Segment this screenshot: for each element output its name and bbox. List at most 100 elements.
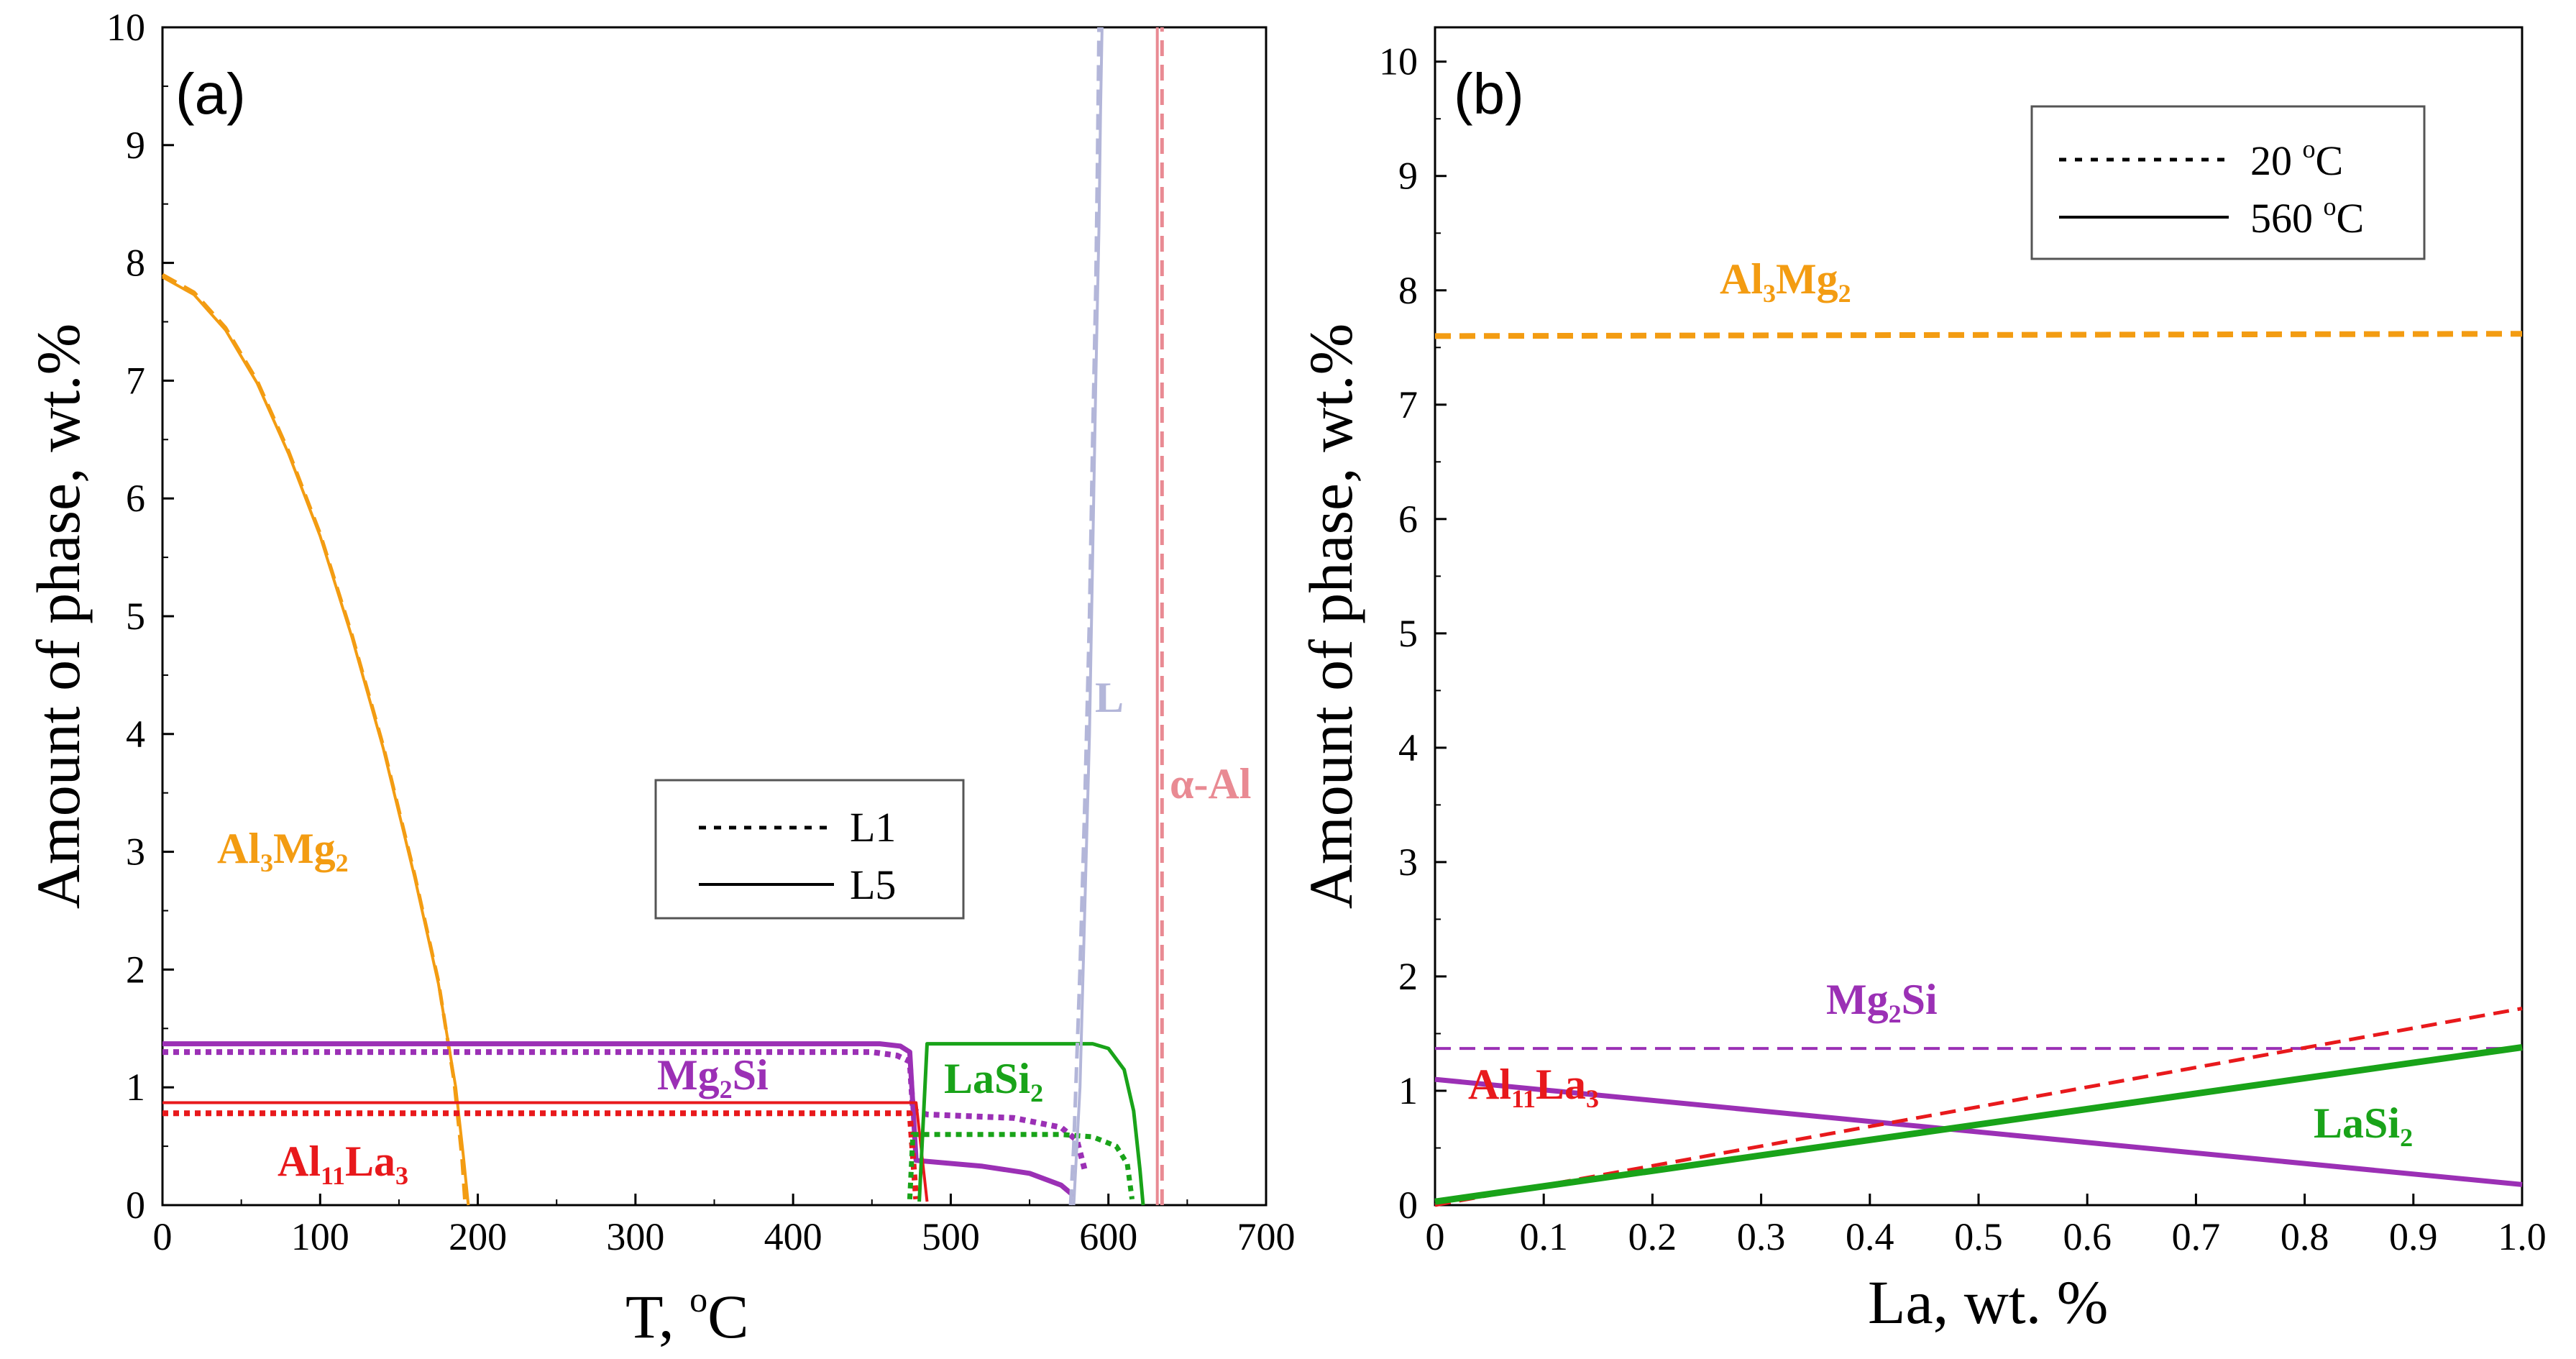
x-tick-label-b: 0.6: [2063, 1215, 2112, 1258]
phase-label-lasi2-b-part1: LaSi: [2314, 1099, 2400, 1147]
y-tick-label-a: 6: [126, 477, 145, 520]
phase-label-al3mg2-a: Al3Mg2: [217, 825, 349, 877]
x-tick-label-a: 700: [1237, 1215, 1296, 1258]
x-tick-label-b: 0.8: [2281, 1215, 2329, 1258]
series-line-lasi2-560c: [1434, 1044, 2523, 1205]
x-tick-label-b: 1.0: [2498, 1215, 2547, 1258]
x-tick-label-a: 300: [606, 1215, 664, 1258]
phase-label-mg2si-a-part1: Mg: [657, 1051, 720, 1099]
y-tick-label-b: 0: [1398, 1184, 1418, 1227]
x-axis-title-b: La, wt. %: [1868, 1268, 2108, 1337]
x-tick-label-a: 200: [449, 1215, 507, 1258]
phase-label-al3mg2-b-sub1: 3: [1763, 279, 1776, 308]
panel-b: 0 0.1 0.2 0.3 0.4 0.5 0.6 0.7 0.8 0.9 1.0 0 1 2 3 4 5 6 7 8…: [1296, 26, 2547, 1337]
legend-box-b: [2030, 105, 2426, 260]
phase-label-al3mg2-a-part2: Mg: [273, 825, 336, 872]
y-tick-label-b: 4: [1398, 726, 1418, 769]
y-tick-label-a: 3: [126, 830, 145, 874]
phase-label-al11la3-b: Al11La3: [1468, 1061, 1599, 1113]
phase-label-al11la3-a-sub1: 11: [321, 1161, 345, 1190]
y-tick-label-b: 5: [1398, 612, 1418, 655]
phase-label-al11la3-a-part2: La: [345, 1138, 395, 1185]
legend-label-560c-sup: o: [2324, 192, 2337, 221]
phase-label-al11la3-a: Al11La3: [278, 1138, 408, 1190]
phase-label-al11la3-b-sub2: 3: [1586, 1084, 1599, 1113]
x-tick-label-a: 0: [153, 1215, 173, 1258]
series-line-lasi2-l5: [917, 1042, 1145, 1206]
phase-label-al3mg2-b-part1: Al: [1720, 255, 1763, 303]
x-axis-title-a-main: T,: [625, 1282, 689, 1351]
y-tick-label-b: 8: [1398, 269, 1418, 312]
phase-label-al3mg2-b-part2: Mg: [1776, 255, 1838, 303]
phase-label-mg2si-a-part2: Si: [733, 1051, 769, 1099]
legend-label-20c: 20 oC: [2250, 134, 2343, 184]
legend-label-20c-main: 20: [2250, 137, 2303, 184]
x-tick-label-b: 0.1: [1519, 1215, 1568, 1258]
ticks-b: 0 0.1 0.2 0.3 0.4 0.5 0.6 0.7 0.8 0.9 1.0 0 1 2 3 4 5 6 7 8…: [1379, 40, 2547, 1258]
phase-label-mg2si-a-sub1: 2: [720, 1075, 733, 1104]
series-line-lasi2-l1: [907, 1132, 1135, 1200]
phase-label-al11la3-a-sub2: 3: [395, 1161, 408, 1190]
x-tick-label-b: 0.7: [2172, 1215, 2221, 1258]
series-a: [161, 27, 1164, 1206]
ticks-a: 0 100 200 300 400 500 600 700 0 1 2 3 4 5 6 7 8 9 10: [106, 6, 1296, 1258]
y-tick-label-a: 5: [126, 595, 145, 638]
y-axis-title-a: Amount of phase, wt.%: [24, 324, 93, 909]
legend-b: 20 oC 560 oC: [2030, 105, 2426, 260]
phase-label-lasi2-a-part1: LaSi: [944, 1055, 1030, 1102]
series-line-mg2si-560c: [1434, 1076, 2523, 1187]
series-line-l-l1: [1068, 27, 1101, 1206]
y-axis-title-b: Amount of phase, wt.%: [1296, 324, 1365, 909]
x-tick-label-a: 100: [291, 1215, 349, 1258]
legend-label-560c-main: 560: [2250, 195, 2324, 242]
y-tick-label-b: 10: [1379, 40, 1418, 83]
x-tick-label-a: 500: [922, 1215, 980, 1258]
x-tick-label-b: 0: [1426, 1215, 1445, 1258]
y-tick-label-b: 7: [1398, 383, 1418, 426]
y-tick-label-a: 10: [106, 6, 145, 49]
phase-label-al11la3-b-part2: La: [1536, 1061, 1586, 1108]
phase-label-mg2si-b: Mg2Si: [1826, 976, 1938, 1028]
panel-a: 0 100 200 300 400 500 600 700 0 1 2 3 4 5 6 7 8 9 10 (a) L…: [24, 6, 1296, 1351]
x-axis-title-a-unit: C: [707, 1282, 748, 1351]
series-line-al3mg2-l5: [162, 275, 470, 1206]
legend-label-l5: L5: [850, 861, 896, 908]
legend-label-l1: L1: [850, 804, 896, 851]
legend-label-20c-unit: C: [2316, 137, 2344, 184]
y-tick-label-a: 8: [126, 242, 145, 285]
series-line-al11la3-l1: [162, 1110, 920, 1200]
phase-label-lasi2-b-sub1: 2: [2400, 1123, 2413, 1152]
y-tick-label-b: 3: [1398, 841, 1418, 884]
phase-label-lasi2-a-sub1: 2: [1030, 1079, 1043, 1107]
phase-label-al3mg2-a-part1: Al: [217, 825, 260, 872]
phase-label-al3mg2-b-sub2: 2: [1838, 279, 1851, 308]
phase-label-mg2si-b-part2: Si: [1902, 976, 1938, 1023]
y-tick-label-a: 7: [126, 359, 145, 402]
series-b: [1434, 331, 2523, 1207]
phase-label-al3mg2-b: Al3Mg2: [1720, 255, 1851, 308]
x-tick-label-b: 0.4: [1846, 1215, 1894, 1258]
legend-label-20c-sup: o: [2303, 134, 2316, 163]
x-tick-label-b: 0.2: [1628, 1215, 1677, 1258]
y-tick-label-a: 0: [126, 1184, 145, 1227]
y-tick-label-a: 4: [126, 713, 145, 756]
legend-a: L1 L5: [654, 779, 965, 920]
series-line-l-l5: [1072, 27, 1104, 1206]
phase-label-lasi2-b: LaSi2: [2314, 1099, 2413, 1152]
y-tick-label-a: 1: [126, 1066, 145, 1109]
legend-box-a: [654, 779, 965, 920]
phase-label-al3mg2-a-sub1: 3: [260, 848, 273, 877]
phase-label-lasi2-a: LaSi2: [944, 1055, 1043, 1107]
y-tick-label-b: 1: [1398, 1069, 1418, 1112]
y-tick-label-a: 9: [126, 124, 145, 167]
x-tick-label-a: 400: [764, 1215, 822, 1258]
phase-label-l-a: L: [1095, 674, 1124, 721]
x-axis-title-a-sup: o: [689, 1279, 707, 1319]
phase-label-mg2si-b-sub1: 2: [1889, 999, 1902, 1028]
series-line-mg2si-l5: [162, 1041, 1076, 1198]
series-line-al3mg2-20c: [1434, 331, 2523, 339]
x-tick-label-b: 0.3: [1737, 1215, 1786, 1258]
x-axis-title-a: T, oC: [625, 1279, 749, 1351]
phase-label-al3mg2-a-sub2: 2: [336, 848, 349, 877]
